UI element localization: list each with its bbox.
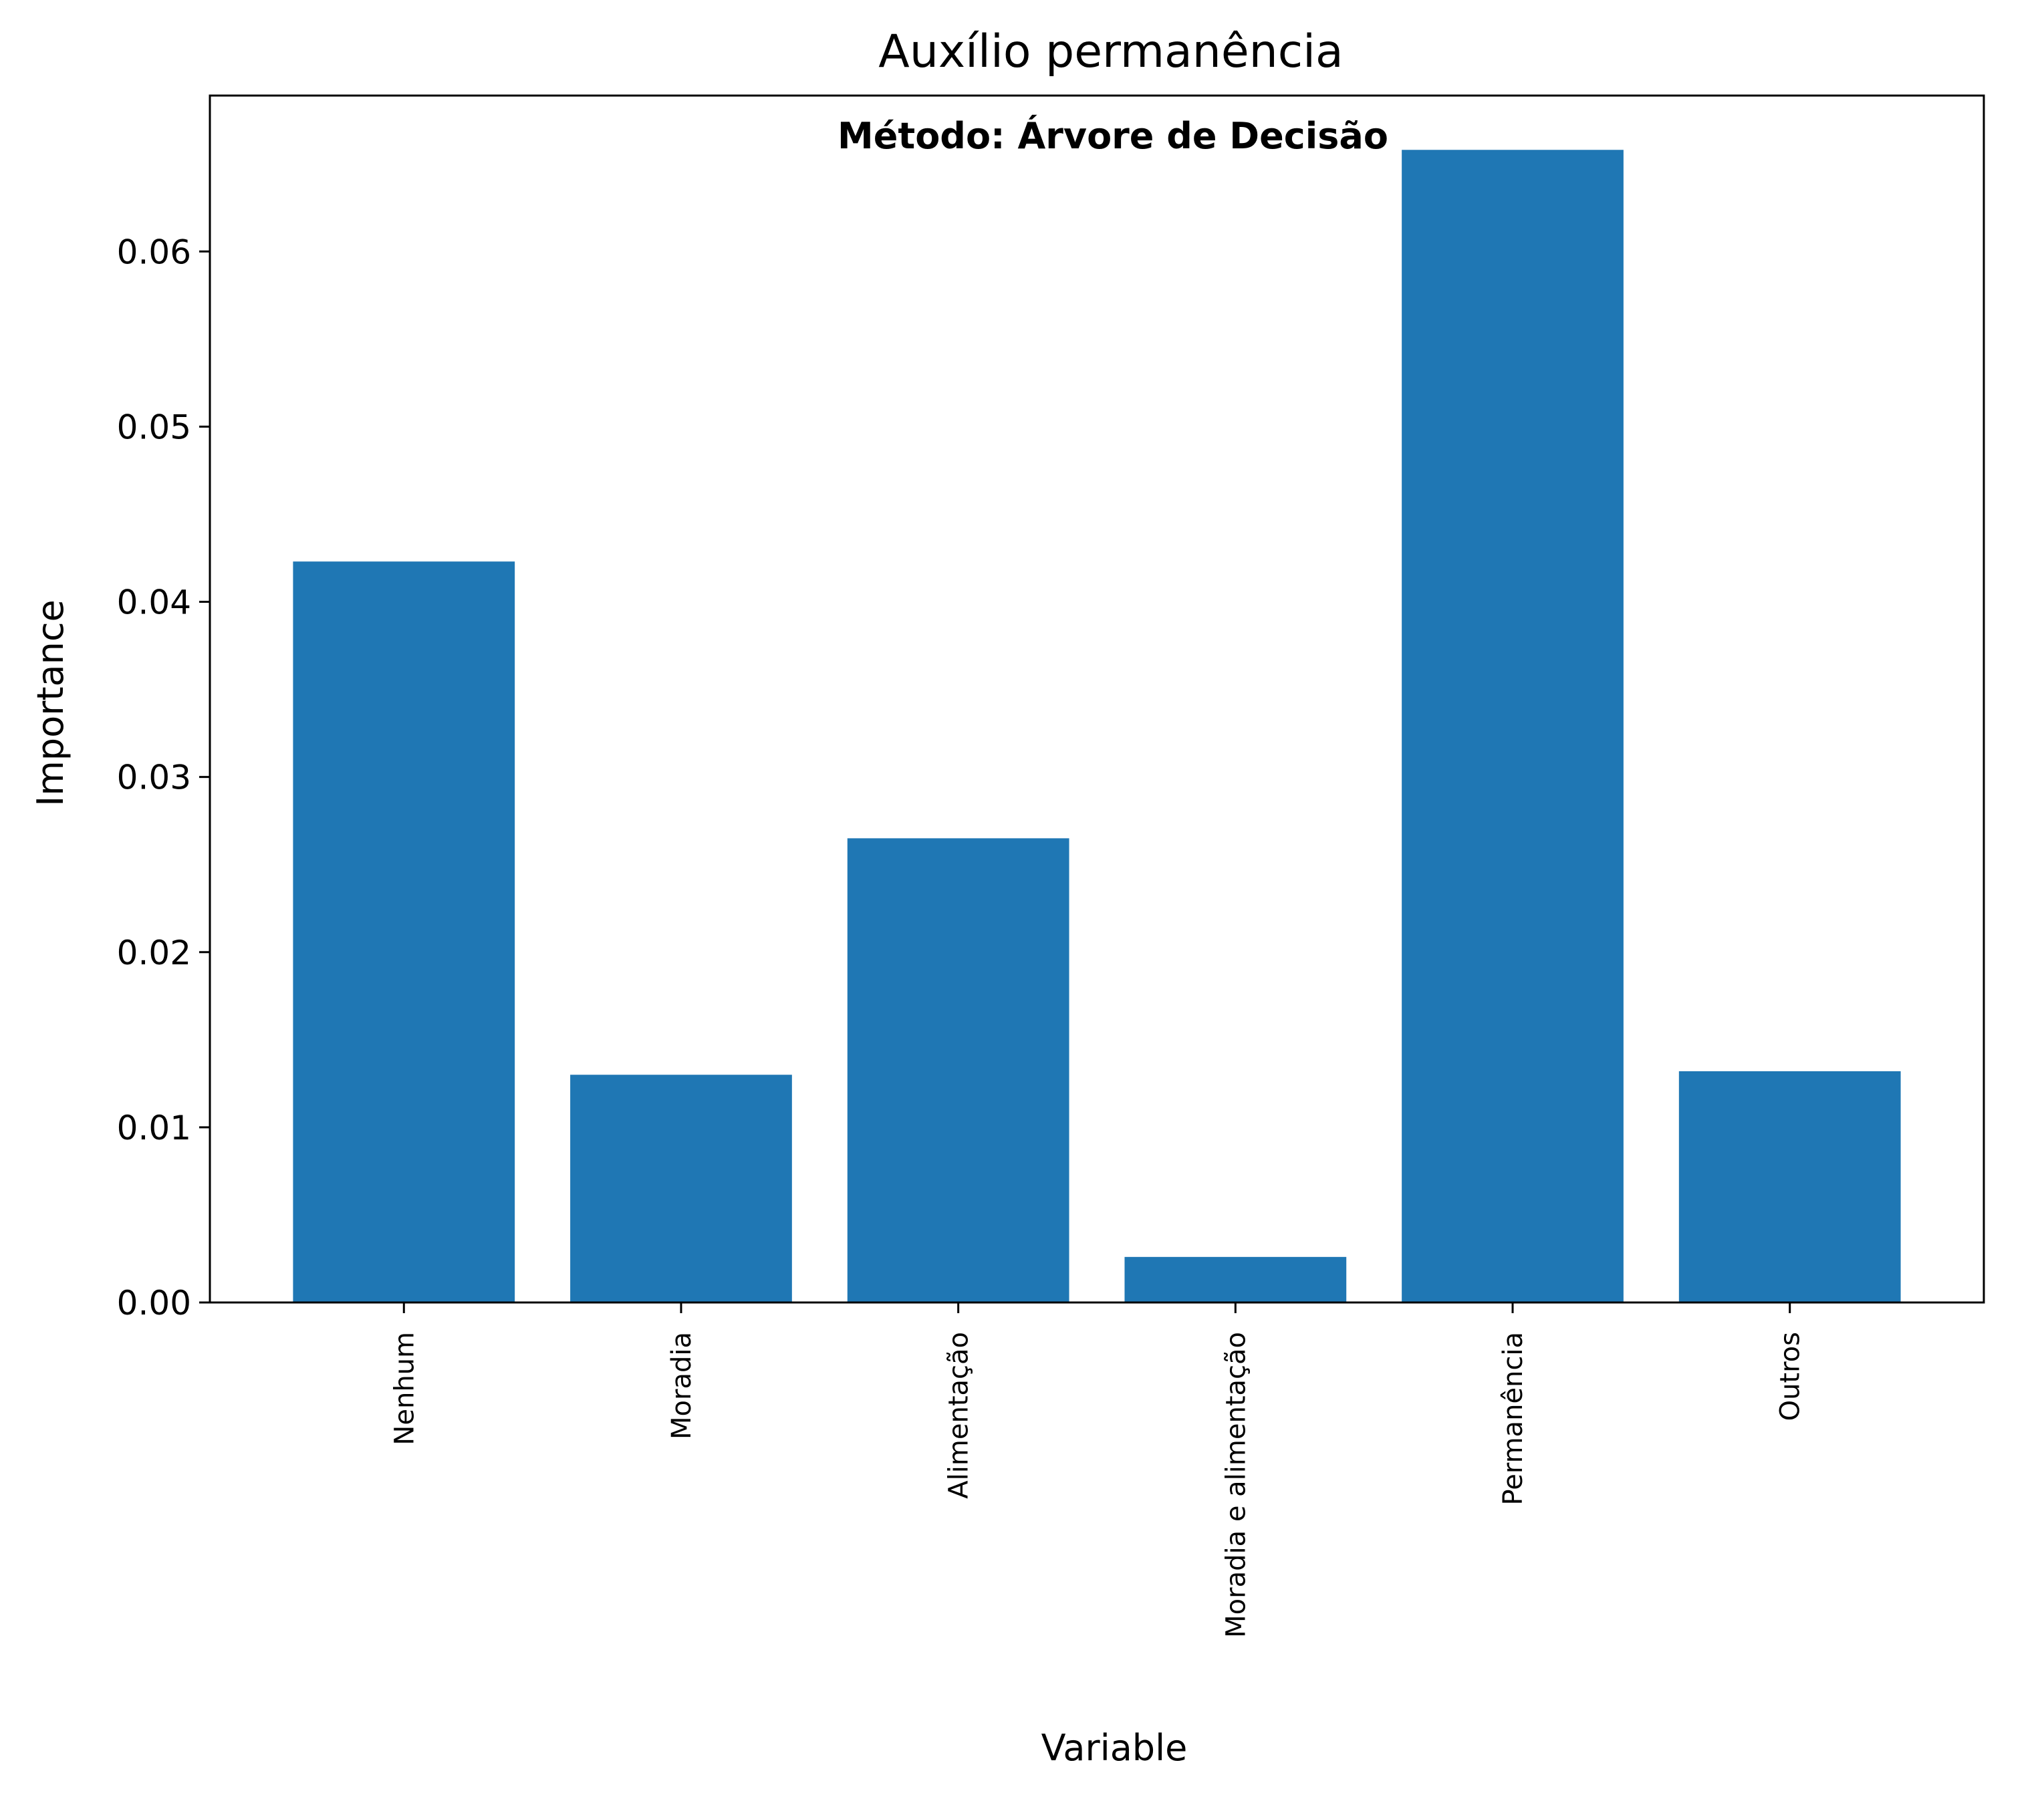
x-tick-label: Alimentação	[944, 1332, 975, 1499]
bar-nenhum	[293, 561, 515, 1302]
x-tick-label: Moradia	[666, 1332, 697, 1439]
x-tick-label: Nenhum	[389, 1332, 420, 1445]
x-axis-label: Variable	[1041, 1727, 1188, 1769]
chart-title: Auxílio permanência	[878, 25, 1343, 78]
bar-perman-ncia	[1402, 150, 1624, 1303]
x-tick-label: Moradia e alimentação	[1221, 1332, 1251, 1638]
y-tick-label: 0.06	[117, 233, 191, 271]
y-tick-label: 0.03	[117, 758, 191, 797]
y-tick-label: 0.02	[117, 934, 191, 972]
x-axis: Nenhum Moradia Alimentação Moradia e alimen…	[389, 1302, 1806, 1638]
x-tick-label: Outros	[1775, 1332, 1806, 1421]
y-tick-label: 0.00	[117, 1284, 191, 1323]
y-axis-label: Importance	[29, 599, 72, 806]
plot-frame	[209, 94, 1985, 1304]
bar-moradia	[570, 1075, 792, 1302]
bars-group	[293, 150, 1901, 1303]
bar-moradia-e-alimenta-o	[1124, 1256, 1347, 1302]
y-tick-label: 0.01	[117, 1109, 191, 1147]
bar-alimenta-o	[847, 838, 1069, 1302]
x-tick-label: Permanência	[1498, 1332, 1529, 1505]
bar-outros	[1678, 1071, 1901, 1302]
method-annotation: Método: Árvore de Decisão	[838, 115, 1388, 157]
y-axis: 0.00 0.01 0.02 0.03 0.04 0.05 0.06	[117, 233, 210, 1323]
y-tick-label: 0.04	[117, 583, 191, 622]
y-tick-label: 0.05	[117, 408, 191, 446]
